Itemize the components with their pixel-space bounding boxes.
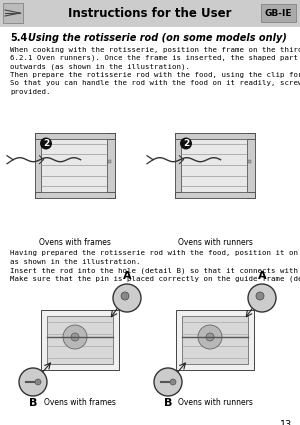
Circle shape	[198, 325, 222, 349]
Bar	[35, 192, 115, 198]
Text: 2: 2	[183, 139, 189, 148]
Text: So that you can handle the rod with the food on it readily, screw on the handle: So that you can handle the rod with the …	[10, 80, 300, 86]
Circle shape	[63, 325, 87, 349]
Circle shape	[170, 379, 176, 385]
Text: Ovens with runners: Ovens with runners	[178, 398, 252, 407]
Circle shape	[248, 284, 276, 312]
Text: 5.4: 5.4	[10, 33, 27, 43]
Text: Make sure that the pin is placed correctly on the guide frame (detail A).: Make sure that the pin is placed correct…	[10, 275, 300, 282]
Text: outwards (as shown in the illustration).: outwards (as shown in the illustration).	[10, 63, 190, 70]
Bar	[175, 133, 255, 139]
Bar	[3, 3, 23, 23]
Bar	[175, 133, 181, 198]
Text: provided.: provided.	[10, 88, 50, 94]
Text: 13: 13	[280, 420, 292, 425]
Text: Insert the rod into the hole (detail B) so that it connects with the rotisserie : Insert the rod into the hole (detail B) …	[10, 267, 300, 274]
Circle shape	[206, 333, 214, 341]
Text: A: A	[123, 271, 131, 281]
Text: Ovens with runners: Ovens with runners	[178, 238, 252, 247]
Circle shape	[180, 138, 192, 150]
Circle shape	[121, 292, 129, 300]
Bar	[47, 316, 113, 364]
Circle shape	[256, 292, 264, 300]
Circle shape	[154, 368, 182, 396]
Bar	[261, 4, 296, 22]
Text: 2: 2	[43, 139, 49, 148]
Circle shape	[35, 379, 41, 385]
Bar	[35, 133, 41, 198]
Bar	[181, 139, 247, 192]
Circle shape	[19, 368, 47, 396]
Text: 6.2.1 Oven runners). Once the frame is inserted, the shaped part must sit facing: 6.2.1 Oven runners). Once the frame is i…	[10, 54, 300, 61]
Bar	[175, 192, 255, 198]
Bar	[176, 310, 254, 370]
Bar	[182, 316, 248, 364]
Text: Then prepare the rotisserie rod with the food, using the clip forks provided.: Then prepare the rotisserie rod with the…	[10, 71, 300, 77]
Bar	[35, 133, 115, 139]
Bar	[0, 0, 300, 26]
Bar	[247, 133, 255, 198]
Bar	[248, 160, 251, 163]
Text: When cooking with the rotisserie, position the frame on the third runner (see: When cooking with the rotisserie, positi…	[10, 46, 300, 53]
Text: Using the rotisserie rod (on some models only): Using the rotisserie rod (on some models…	[28, 33, 287, 43]
Circle shape	[40, 138, 52, 150]
Circle shape	[113, 284, 141, 312]
Bar	[41, 139, 107, 192]
Text: Instructions for the User: Instructions for the User	[68, 6, 232, 20]
Text: as shown in the illustration.: as shown in the illustration.	[10, 258, 140, 264]
Text: Ovens with frames: Ovens with frames	[44, 398, 116, 407]
Bar	[107, 133, 115, 198]
Text: Having prepared the rotisserie rod with the food, position it on the guide frame: Having prepared the rotisserie rod with …	[10, 250, 300, 256]
Bar	[108, 160, 111, 163]
Text: A: A	[258, 271, 266, 281]
Text: B: B	[164, 398, 172, 408]
Text: Ovens with frames: Ovens with frames	[39, 238, 111, 247]
Bar	[41, 310, 119, 370]
Text: B: B	[29, 398, 37, 408]
Circle shape	[71, 333, 79, 341]
Text: GB-IE: GB-IE	[265, 8, 292, 17]
